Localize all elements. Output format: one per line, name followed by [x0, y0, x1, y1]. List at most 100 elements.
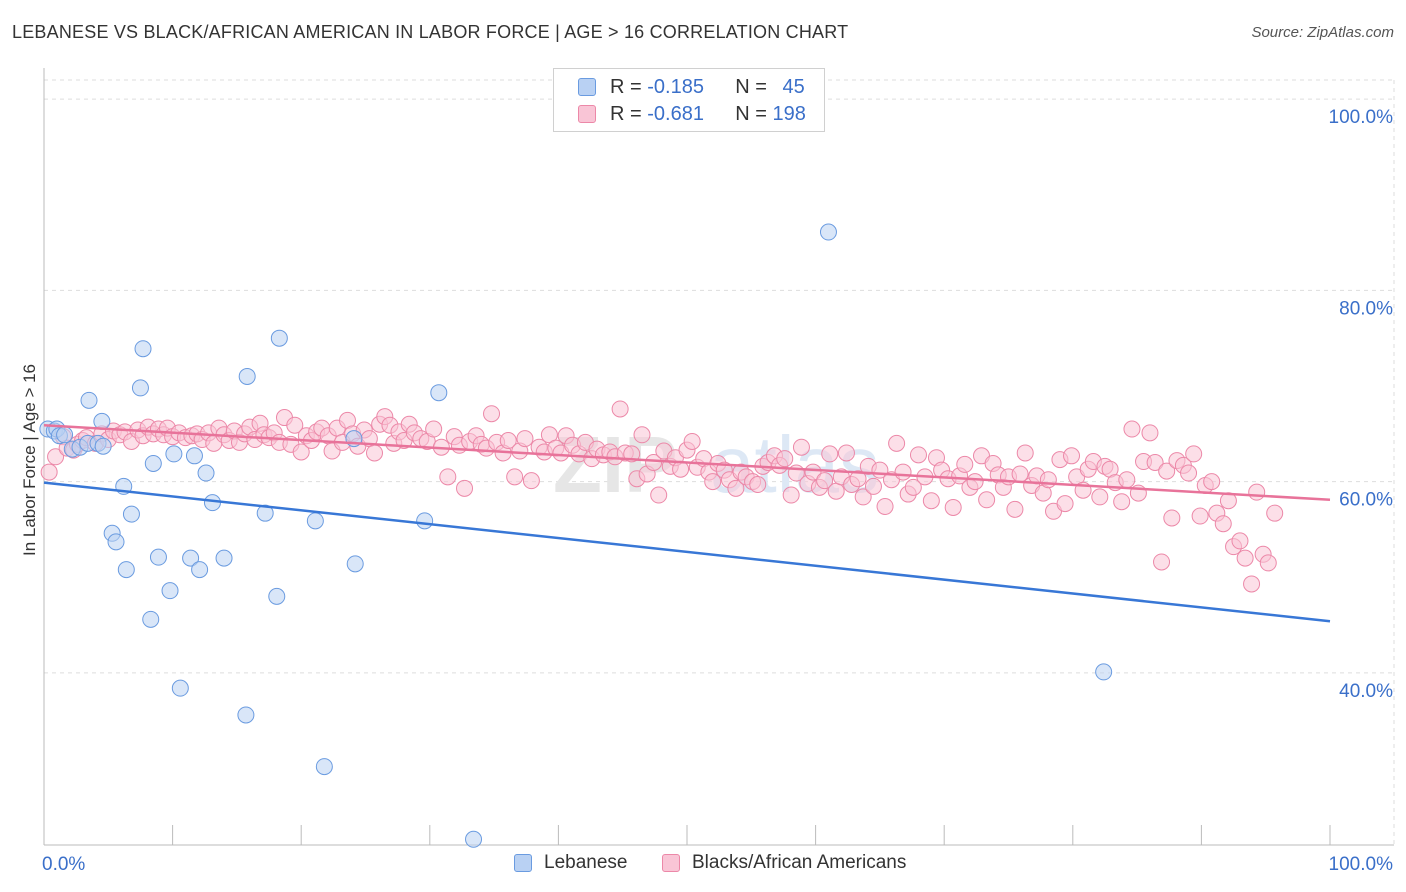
lebanese-point: [306, 512, 324, 530]
axes: [43, 68, 1394, 846]
lebanese-point: [237, 706, 255, 724]
legend-label-blacks: Blacks/African Americans: [692, 852, 907, 873]
legend-r-value: -0.681: [647, 102, 704, 125]
blacks-point: [1243, 575, 1261, 593]
legend-n-value: 45: [782, 75, 805, 98]
legend-swatch-lebanese: [514, 854, 532, 872]
blacks-point: [776, 450, 794, 468]
lebanese-point: [819, 223, 837, 241]
blacks-point: [425, 420, 443, 438]
blacks-point: [366, 444, 384, 462]
correlation-legend: R = -0.185 N = 45 R = -0.681 N = 198: [553, 68, 825, 132]
blacks-point: [1163, 509, 1181, 527]
blacks-point: [922, 492, 940, 510]
blacks-point: [966, 473, 984, 491]
lebanese-point: [191, 561, 209, 579]
legend-item-blacks[interactable]: Blacks/African Americans: [662, 852, 906, 874]
blacks-point: [1091, 488, 1109, 506]
lebanese-point: [93, 412, 111, 430]
legend-swatch-lebanese: [578, 78, 596, 96]
y-tick-label: 60.0%: [1339, 490, 1393, 511]
lebanese-point: [165, 445, 183, 463]
blacks-point: [854, 488, 872, 506]
legend-swatch-blacks: [662, 854, 680, 872]
blacks-point: [1063, 447, 1081, 465]
blacks-point: [1185, 445, 1203, 463]
blacks-point: [645, 454, 663, 471]
lebanese-point: [185, 447, 203, 465]
blacks-point: [650, 486, 668, 504]
blacks-point: [40, 463, 58, 481]
lebanese-point: [107, 533, 125, 551]
lebanese-point: [315, 758, 333, 776]
blacks-point: [1180, 464, 1198, 482]
lebanese-point: [171, 679, 189, 697]
lebanese-point: [346, 555, 364, 573]
lebanese-point: [1095, 663, 1113, 681]
blacks-point: [633, 426, 651, 444]
legend-label-lebanese: Lebanese: [544, 852, 628, 873]
blacks-point: [516, 430, 534, 448]
blacks-point: [1248, 483, 1266, 501]
lebanese-point: [416, 512, 434, 530]
blacks-point: [1266, 504, 1284, 522]
blacks-point: [683, 432, 701, 450]
blacks-point: [611, 400, 629, 418]
blacks-point: [1214, 515, 1232, 533]
lebanese-point: [465, 830, 483, 848]
blacks-point: [1118, 471, 1136, 489]
lebanese-point: [238, 367, 256, 385]
trend-line-blacks: [43, 423, 1331, 502]
blacks-point: [894, 463, 912, 481]
blacks-point: [456, 479, 474, 497]
lebanese-point: [268, 587, 286, 605]
blacks-point: [499, 432, 517, 450]
blacks-point: [876, 497, 894, 515]
blacks-point: [1259, 554, 1277, 572]
blacks-point: [864, 477, 882, 495]
legend-r-label: R =: [610, 75, 648, 98]
y-tick-label: 40.0%: [1339, 681, 1393, 702]
blacks-point: [286, 416, 304, 434]
lebanese-point: [430, 384, 448, 402]
blacks-point: [821, 445, 839, 463]
x-tick-label-min: 0.0%: [42, 854, 85, 875]
blacks-point: [944, 498, 962, 516]
blacks-point: [904, 478, 922, 496]
blacks-point: [956, 455, 974, 473]
lebanese-point: [203, 494, 221, 512]
blacks-point: [1056, 495, 1074, 513]
legend-n-label: N =: [735, 75, 773, 98]
legend-row-blacks: R = -0.681 N = 198: [578, 102, 806, 126]
blacks-point: [782, 486, 800, 504]
trend-line-lebanese: [43, 481, 1331, 623]
series-legend: Lebanese Blacks/African Americans: [0, 852, 1406, 876]
blacks-point: [47, 448, 65, 466]
blacks-point: [1231, 532, 1249, 550]
legend-item-lebanese[interactable]: Lebanese: [514, 852, 627, 874]
blacks-point: [1141, 424, 1159, 442]
lebanese-point: [56, 426, 74, 444]
chart-title: LEBANESE VS BLACK/AFRICAN AMERICAN IN LA…: [12, 22, 849, 42]
legend-swatch-blacks: [578, 105, 596, 123]
legend-n-label: N =: [735, 102, 773, 125]
blacks-point: [749, 475, 767, 493]
blacks-point: [849, 470, 867, 488]
blacks-point: [704, 473, 722, 491]
blacks-point: [804, 463, 822, 481]
x-tick-labels: 0.0% 100.0%: [42, 854, 1393, 875]
lebanese-point: [144, 454, 162, 472]
series-lebanese-points: [39, 223, 1113, 848]
legend-r-label: R =: [610, 102, 648, 125]
blacks-point: [1203, 473, 1221, 491]
y-tick-labels: 40.0% 60.0% 80.0% 100.0%: [1329, 107, 1394, 702]
y-tick-label: 100.0%: [1329, 107, 1394, 128]
blacks-point: [1123, 420, 1141, 438]
blacks-point: [909, 446, 927, 464]
lebanese-point: [270, 329, 288, 347]
lebanese-point: [182, 549, 200, 567]
lebanese-point: [122, 505, 140, 523]
blacks-point: [292, 443, 310, 461]
blacks-point: [1153, 553, 1171, 571]
